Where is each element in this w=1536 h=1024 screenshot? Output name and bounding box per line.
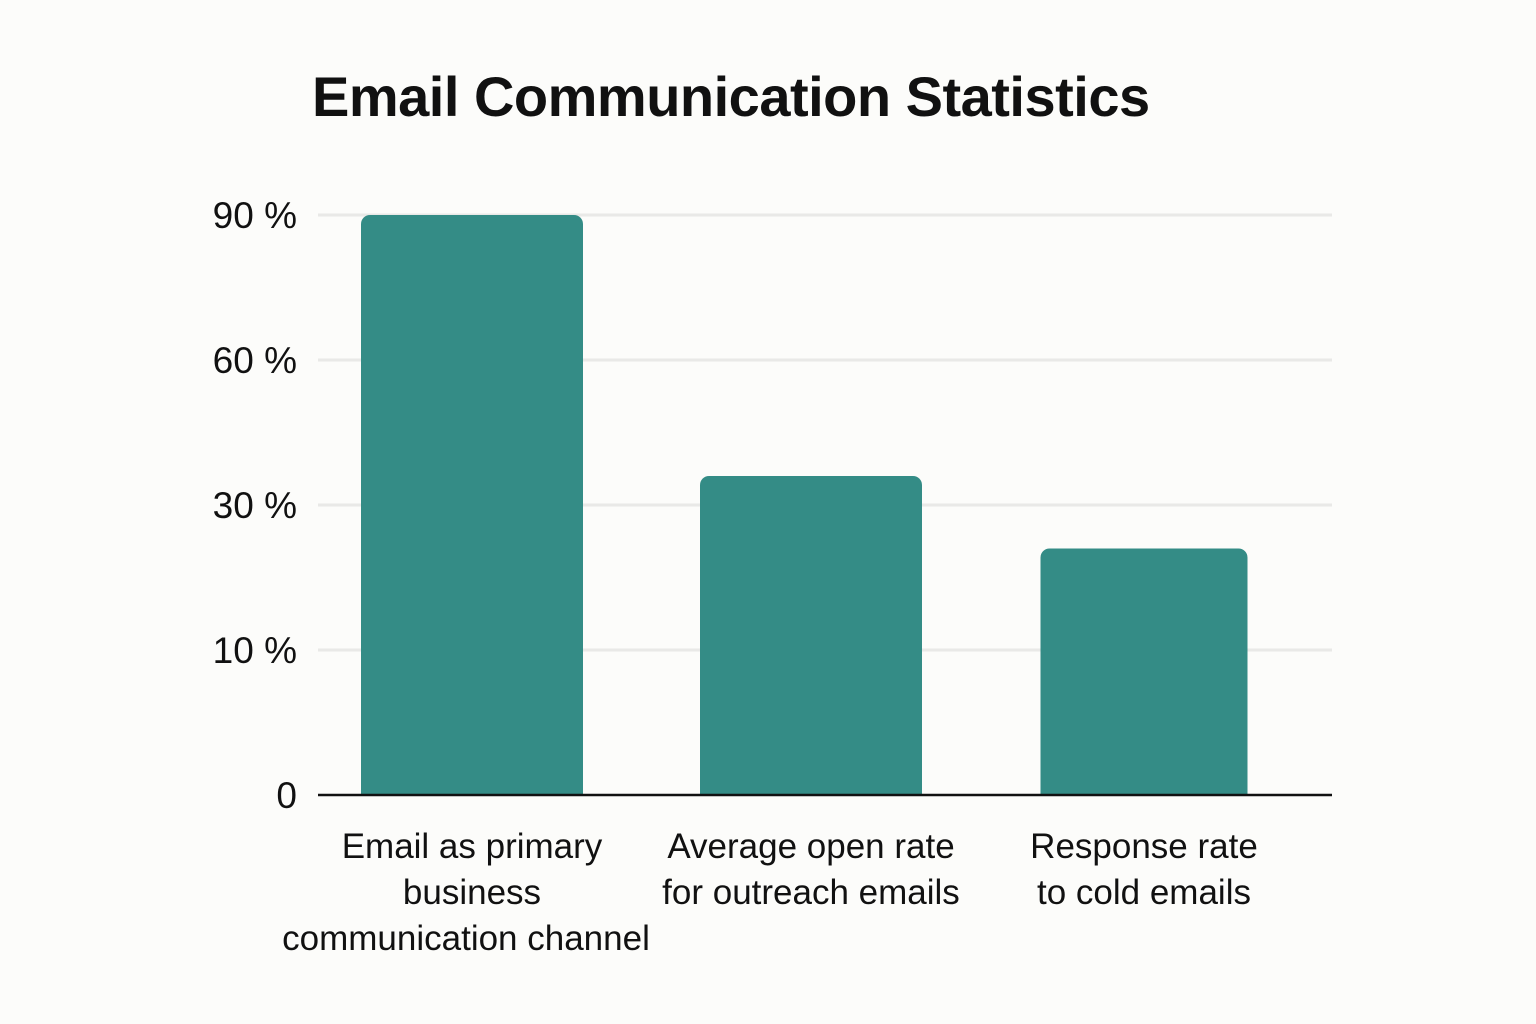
bar: [1040, 548, 1248, 795]
bar: [361, 215, 583, 795]
x-category-label-line: Email as primary: [342, 827, 603, 866]
bar-base: [700, 783, 922, 795]
bar: [700, 476, 922, 795]
x-category-label-line: business: [403, 873, 541, 912]
x-category-label-line: communication channel: [282, 919, 650, 958]
x-category-label-line: Average open rate: [667, 827, 954, 866]
y-tick-label: 0: [276, 775, 297, 816]
x-category-label: Response rate to cold emails: [1030, 827, 1258, 912]
x-category-label-line: Response rate: [1030, 827, 1258, 866]
y-tick-label: 60 %: [213, 340, 297, 381]
y-tick-label: 10 %: [213, 630, 297, 671]
y-tick-label: 90 %: [213, 195, 297, 236]
chart-title: Email Communication Statistics: [312, 65, 1150, 128]
x-category-label-line: for outreach emails: [662, 873, 960, 912]
bar-base: [1040, 783, 1248, 795]
x-category-label: Average open rate for outreach emails: [662, 827, 960, 912]
x-category-label-line: to cold emails: [1037, 873, 1251, 912]
y-tick-label: 30 %: [213, 485, 297, 526]
bar-base: [361, 783, 583, 795]
x-category-label: Email as primary business communication ch…: [282, 827, 650, 958]
